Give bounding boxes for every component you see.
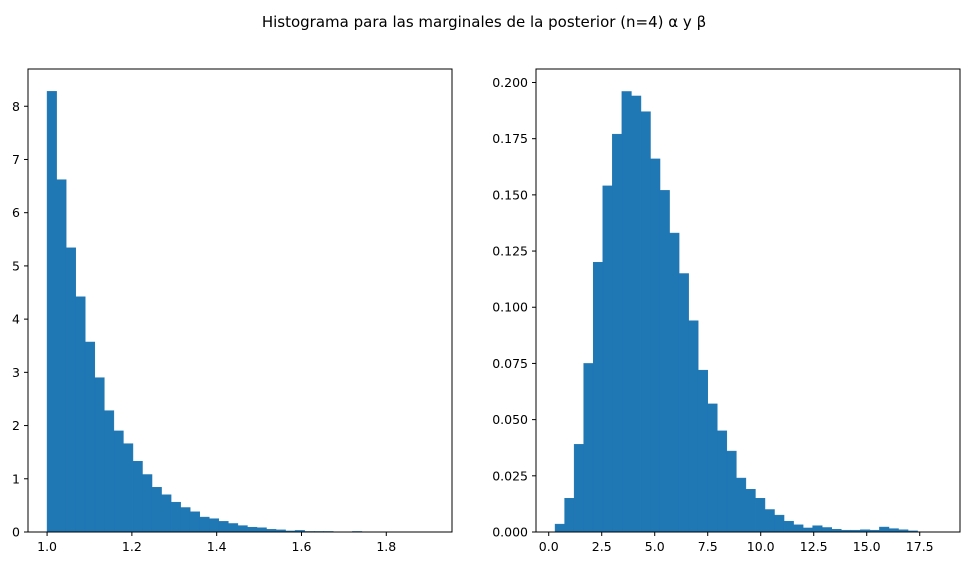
right-histogram: 0.0 2.5 5.0 7.5 10.0 12.5 15.0 17.5 0.000 0.025 0.… (492, 68, 961, 554)
histogram-bar (113, 430, 124, 533)
y-tick-label: 8 (12, 99, 20, 114)
histogram-bar (793, 524, 804, 533)
histogram-bar (104, 410, 115, 533)
histogram-bar (142, 474, 153, 533)
y-tick-label: 0.025 (492, 468, 528, 483)
histogram-bar (707, 403, 718, 533)
x-tick-label: 1.8 (376, 539, 396, 554)
y-tick-label: 4 (12, 312, 20, 327)
y-tick-label: 0 (12, 525, 20, 540)
histogram-bar (56, 179, 67, 533)
figure-title: Histograma para las marginales de la pos… (262, 13, 706, 31)
histogram-bar (209, 518, 220, 533)
histogram-bar (640, 111, 651, 533)
y-tick-label: 1 (12, 471, 20, 486)
axes-frame (535, 68, 961, 533)
histogram-bar (592, 262, 604, 533)
x-tick-label: 15.0 (853, 539, 881, 554)
x-tick-label: 2.5 (592, 539, 612, 554)
x-tick-label: 1.0 (37, 539, 57, 554)
histogram-bar (573, 444, 584, 533)
y-tick-label: 0.000 (492, 525, 528, 540)
axes-frame (27, 68, 453, 533)
histogram-bar (745, 489, 756, 533)
histogram-bar (84, 341, 96, 533)
y-tick-label: 0.150 (492, 187, 528, 202)
histogram-bar (123, 443, 134, 533)
histogram-bar (802, 527, 813, 533)
histogram-bar (736, 477, 747, 533)
y-tick-label: 0.200 (492, 75, 528, 90)
histogram-bar (678, 273, 689, 533)
histogram-bar (631, 95, 642, 533)
histogram-bar (132, 460, 143, 533)
histogram-bar (621, 91, 632, 533)
histogram-bar (764, 509, 775, 533)
x-tick-label: 5.0 (645, 539, 665, 554)
y-tick-label: 0.075 (492, 356, 528, 371)
x-tick-label: 7.5 (698, 539, 718, 554)
y-tick-label: 7 (12, 152, 20, 167)
histogram-bar (199, 516, 210, 533)
y-tick-label: 6 (12, 205, 20, 220)
histogram-bar (726, 450, 737, 533)
y-tick-label: 3 (12, 365, 20, 380)
histogram-bar (189, 511, 200, 533)
x-tick-label: 0.0 (539, 539, 559, 554)
y-tick-label: 0.050 (492, 412, 528, 427)
y-tick-label: 0.175 (492, 131, 528, 146)
histogram-bar (650, 158, 661, 533)
histogram-bar (812, 525, 823, 533)
histogram-bar (247, 526, 258, 533)
x-tick-label: 17.5 (906, 539, 934, 554)
histogram-bar (774, 514, 785, 533)
histogram-bar (256, 527, 267, 533)
y-tick-label: 0.100 (492, 300, 528, 315)
y-tick-label: 2 (12, 418, 20, 433)
histogram-bar (821, 527, 832, 533)
histogram-bar (612, 133, 623, 533)
x-tick-label: 1.4 (207, 539, 227, 554)
histogram-bar (669, 232, 680, 533)
histogram-bar (46, 91, 57, 533)
histogram-bar (237, 525, 248, 533)
histogram-bar (228, 523, 239, 533)
histogram-bar (888, 528, 899, 533)
histogram-bar (151, 487, 162, 533)
histogram-bar (688, 320, 699, 533)
x-tick-label: 1.6 (292, 539, 312, 554)
histogram-bar (94, 377, 105, 533)
histogram-bar (180, 507, 191, 533)
x-tick-label: 10.0 (747, 539, 775, 554)
y-tick-label: 0.125 (492, 244, 528, 259)
histogram-bar (583, 363, 594, 533)
histogram-bar (717, 430, 728, 533)
histogram-bar (602, 185, 613, 533)
left-histogram: 1.0 1.2 1.4 1.6 1.8 0 1 2 3 4 5 6 7 8 (12, 68, 453, 554)
histogram-bar (783, 520, 794, 533)
histogram-bar (697, 369, 708, 533)
histogram-bar (161, 494, 172, 533)
x-tick-label: 12.5 (800, 539, 828, 554)
y-tick-label: 5 (12, 258, 20, 273)
histogram-bar (659, 190, 670, 533)
x-tick-label: 1.2 (122, 539, 142, 554)
histogram-bar (755, 498, 766, 533)
histogram-bar (65, 247, 76, 533)
histogram-bar (564, 498, 575, 533)
histogram-bar (879, 526, 890, 533)
histogram-bar (218, 521, 229, 533)
histogram-bar (554, 523, 565, 533)
histogram-bar (170, 501, 181, 533)
histogram-bar (75, 296, 86, 533)
